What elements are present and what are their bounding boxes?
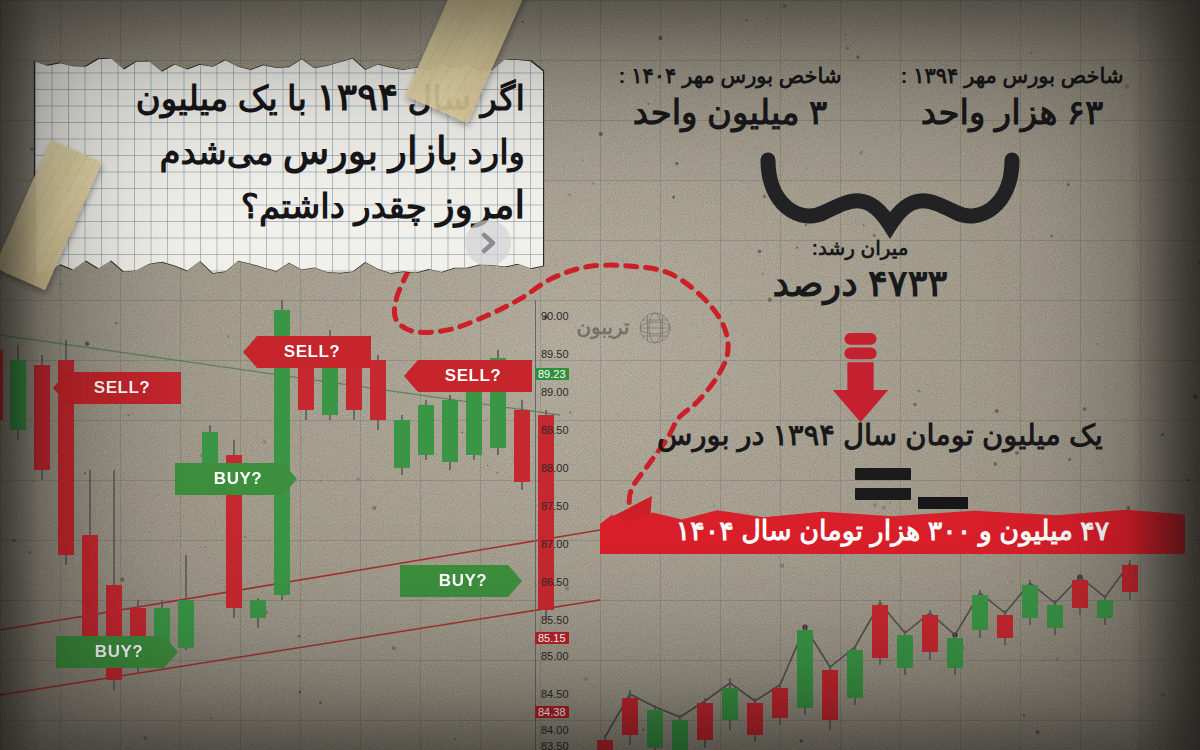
svg-text:تریبون: تریبون	[576, 316, 630, 340]
